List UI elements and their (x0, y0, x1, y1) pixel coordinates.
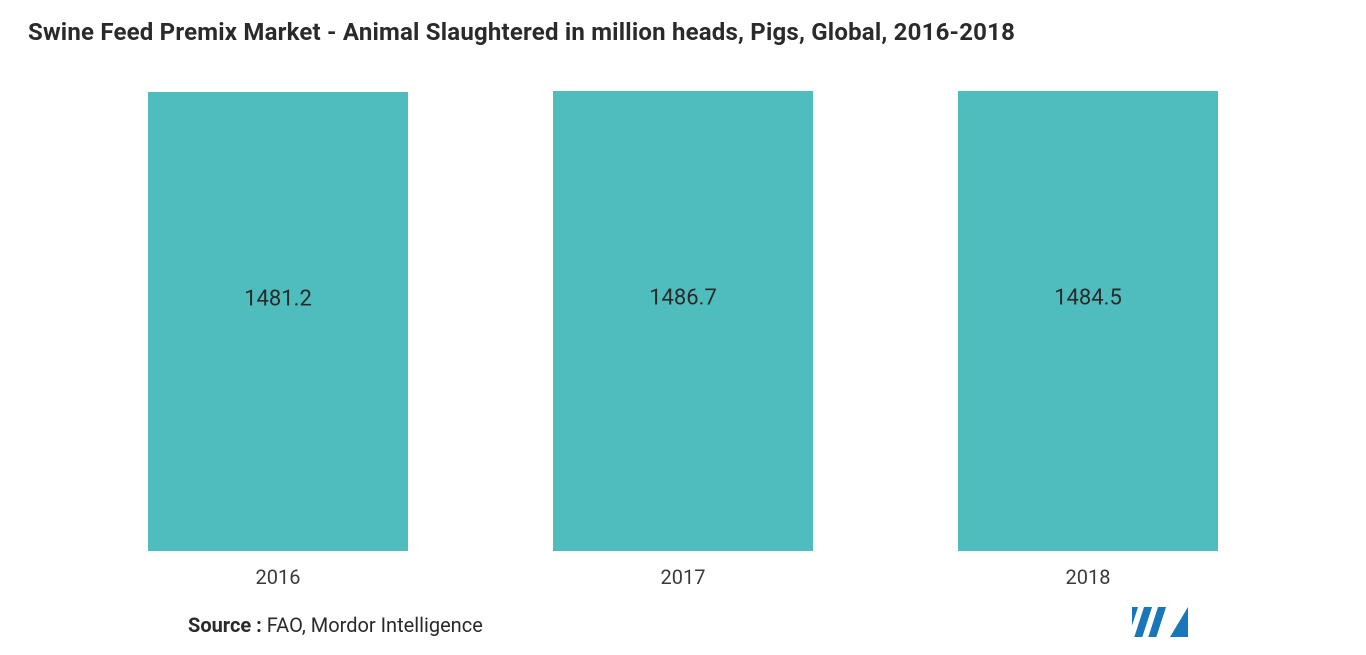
bar-group-2: 1484.5 (958, 91, 1218, 551)
bar-value-label-0: 1481.2 (244, 286, 312, 311)
x-label-2: 2018 (958, 565, 1218, 589)
bar-value-label-1: 1486.7 (649, 286, 717, 311)
bar-value-label-2: 1484.5 (1054, 286, 1122, 311)
bar-group-1: 1486.7 (553, 91, 813, 551)
bar-group-0: 1481.2 (148, 92, 408, 551)
chart-container: Swine Feed Premix Market - Animal Slaugh… (0, 0, 1366, 655)
x-label-1: 2017 (553, 565, 813, 589)
bar-0: 1481.2 (148, 92, 408, 551)
chart-footer: Source : FAO, Mordor Intelligence (28, 601, 1338, 637)
source-text: FAO, Mordor Intelligence (262, 613, 483, 637)
mordor-logo-icon (1132, 601, 1188, 637)
chart-area: 1481.2 1486.7 1484.5 2016 2017 2018 (28, 56, 1338, 597)
source-citation: Source : FAO, Mordor Intelligence (188, 613, 483, 637)
x-axis-labels: 2016 2017 2018 (148, 565, 1218, 589)
bar-1: 1486.7 (553, 91, 813, 551)
bar-2: 1484.5 (958, 91, 1218, 551)
x-label-0: 2016 (148, 565, 408, 589)
chart-title: Swine Feed Premix Market - Animal Slaugh… (28, 18, 1338, 46)
source-prefix: Source : (188, 613, 262, 637)
bars-row: 1481.2 1486.7 1484.5 (148, 56, 1218, 551)
